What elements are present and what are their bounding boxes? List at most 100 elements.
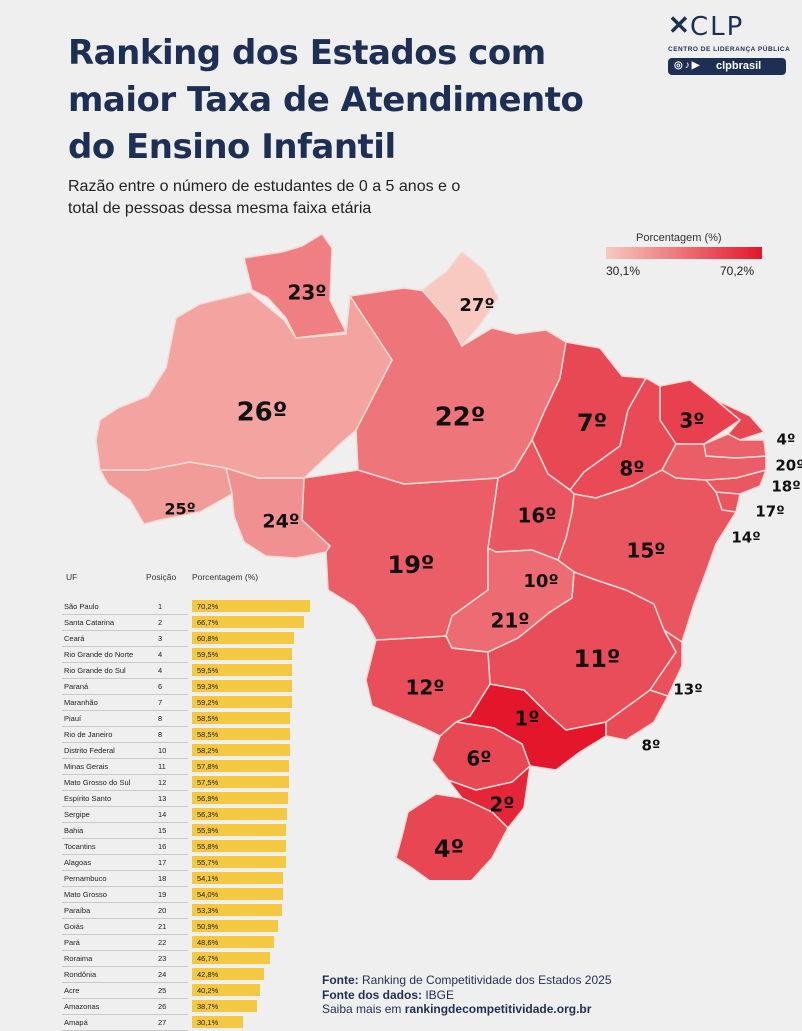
rank-label-rio-de-janeiro: 8º — [642, 737, 661, 755]
footer-data-label: Fonte dos dados: — [322, 987, 422, 1002]
percentage-bar — [192, 936, 274, 948]
row-uf: Amazonas — [64, 1002, 100, 1011]
row-position: 16 — [158, 842, 167, 851]
row-position: 22 — [158, 938, 167, 947]
row-position: 15 — [158, 826, 167, 835]
table-row: Maranhão 7 59,2% — [62, 694, 322, 710]
footer-more-text: Saiba mais em — [322, 1002, 402, 1016]
row-position: 12 — [158, 778, 167, 787]
social-icons: ◎♪▶ — [674, 60, 701, 71]
legend-gradient-bar — [606, 247, 762, 259]
row-divider — [62, 790, 188, 791]
percentage-label: 58,2% — [197, 746, 219, 755]
percentage-bar — [192, 856, 286, 868]
table-row: Pará 22 48,6% — [62, 934, 322, 950]
table-row: Acre 25 40,2% — [62, 982, 322, 998]
row-uf: Paraíba — [64, 906, 91, 915]
row-divider — [62, 614, 188, 615]
rank-label-amapa: 27º — [459, 295, 494, 316]
percentage-label: 42,8% — [197, 970, 219, 979]
row-divider — [62, 758, 188, 759]
rank-label-piaui: 8º — [619, 457, 644, 481]
percentage-bar — [192, 680, 292, 692]
row-uf: Mato Grosso — [64, 890, 107, 899]
rank-label-rondonia: 24º — [262, 511, 299, 533]
footer: Fonte: Ranking de Competitividade dos Es… — [322, 973, 612, 1017]
footer-more-link[interactable]: rankingdecompetitividade.org.br — [404, 1002, 592, 1016]
table-row: Distrito Federal 10 58,2% — [62, 742, 322, 758]
row-uf: Rio de Janeiro — [64, 730, 113, 739]
row-position: 24 — [158, 970, 167, 979]
table-row: Rio Grande do Norte 4 59,5% — [62, 646, 322, 662]
row-divider — [62, 998, 188, 999]
percentage-bar — [192, 760, 290, 772]
percentage-bar — [192, 920, 278, 932]
percentage-label: 55,9% — [197, 826, 219, 835]
row-uf: Rio Grande do Norte — [64, 650, 134, 659]
row-position: 10 — [158, 746, 167, 755]
row-uf: Maranhão — [64, 698, 98, 707]
row-position: 18 — [158, 874, 167, 883]
state-parana — [431, 721, 531, 791]
rank-label-minas-gerais: 11º — [574, 645, 621, 673]
row-position: 19 — [158, 890, 167, 899]
row-position: 7 — [158, 698, 163, 707]
footer-source-label: Fonte: — [322, 973, 359, 987]
percentage-bar — [192, 632, 295, 644]
percentage-bar — [192, 744, 290, 756]
percentage-bar — [192, 888, 283, 900]
row-position: 8 — [158, 730, 163, 739]
row-uf: Alagoas — [64, 858, 92, 867]
percentage-bar — [192, 648, 292, 660]
state-roraima — [243, 233, 348, 339]
percentage-bar — [192, 664, 292, 676]
percentage-label: 48,6% — [197, 938, 219, 947]
percentage-bar — [192, 984, 260, 996]
table-row: Espírito Santo 13 56,9% — [62, 790, 322, 806]
row-divider — [62, 694, 188, 695]
row-uf: Goiás — [64, 922, 84, 931]
table-row: Roraima 23 46,7% — [62, 950, 322, 966]
rank-label-sergipe: 14º — [731, 529, 760, 547]
percentage-bar — [192, 952, 271, 964]
rank-label-parana: 6º — [466, 747, 491, 771]
row-divider — [62, 742, 188, 743]
row-position: 27 — [158, 1018, 167, 1027]
percentage-bar — [192, 872, 283, 884]
rank-label-bahia: 15º — [626, 539, 665, 563]
row-position: 4 — [158, 666, 163, 675]
percentage-label: 38,7% — [197, 1002, 219, 1011]
row-divider — [62, 822, 188, 823]
youtube-icon: ▶ — [691, 60, 702, 71]
page-title: Ranking dos Estados com maior Taxa de At… — [68, 33, 584, 167]
rank-label-goias: 21º — [490, 609, 529, 633]
color-legend: Porcentagem (%) 30,1% 70,2% — [604, 232, 764, 282]
table-row: Goiás 21 50,9% — [62, 918, 322, 934]
rank-label-para: 22º — [435, 403, 486, 433]
row-divider — [62, 902, 188, 903]
percentage-label: 60,8% — [197, 634, 219, 643]
state-goias — [445, 546, 575, 653]
row-position: 8 — [158, 714, 163, 723]
percentage-label: 40,2% — [197, 986, 219, 995]
row-uf: São Paulo — [64, 602, 99, 611]
rank-label-tocantins: 16º — [517, 504, 556, 528]
table-row: Ceará 3 60,8% — [62, 630, 322, 646]
row-uf: Tocantins — [64, 842, 96, 851]
rank-label-distrito-federal: 10º — [523, 571, 558, 592]
rank-label-paraiba: 20º — [775, 457, 802, 475]
table-header-percentage: Porcentagem (%) — [192, 572, 259, 582]
percentage-bar — [192, 808, 287, 820]
row-divider — [62, 1014, 188, 1015]
row-position: 1 — [158, 602, 163, 611]
row-position: 13 — [158, 794, 167, 803]
row-uf: Roraima — [64, 954, 93, 963]
row-position: 17 — [158, 858, 167, 867]
row-position: 2 — [158, 618, 163, 627]
table-row: Rondônia 24 42,8% — [62, 966, 322, 982]
percentage-label: 57,5% — [197, 778, 219, 787]
table-row: Santa Catarina 2 66,7% — [62, 614, 322, 630]
table-row: Bahia 15 55,9% — [62, 822, 322, 838]
row-divider — [62, 886, 188, 887]
percentage-bar — [192, 728, 291, 740]
